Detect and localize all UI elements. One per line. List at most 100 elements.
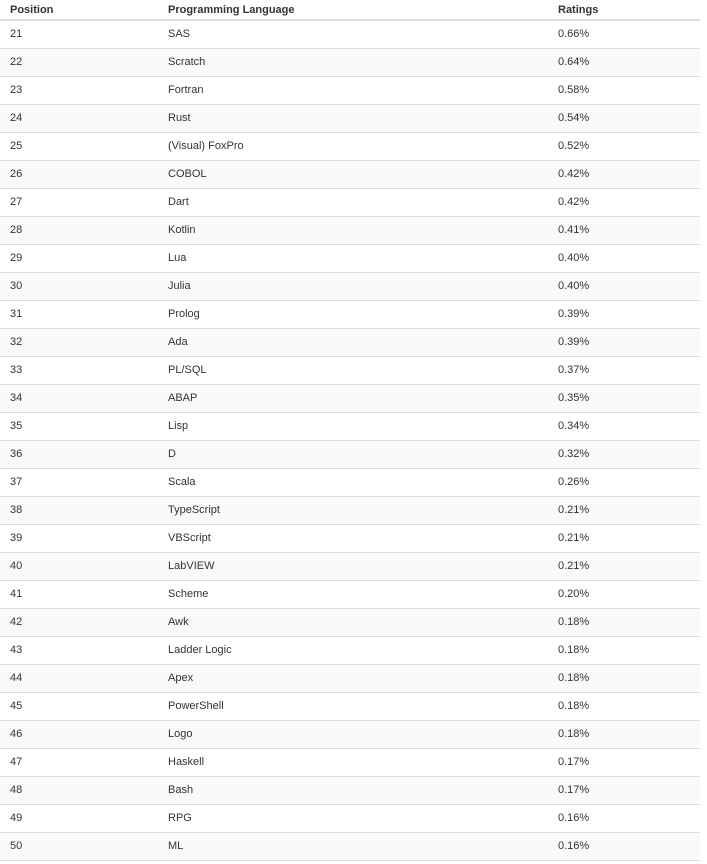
cell-rating: 0.35% [548, 384, 700, 413]
table-row: 25 (Visual) FoxPro 0.52% [0, 132, 700, 161]
table-row: 30 Julia 0.40% [0, 272, 700, 301]
cell-rating: 0.21% [548, 496, 700, 525]
table-row: 37 Scala 0.26% [0, 468, 700, 497]
cell-rating: 0.16% [548, 804, 700, 833]
cell-position: 33 [0, 356, 158, 385]
cell-position: 42 [0, 608, 158, 637]
cell-language: Scala [158, 468, 548, 497]
table-row: 40 LabVIEW 0.21% [0, 552, 700, 581]
cell-language: VBScript [158, 524, 548, 553]
table-row: 49 RPG 0.16% [0, 804, 700, 833]
table-row: 35 Lisp 0.34% [0, 412, 700, 441]
table-row: 31 Prolog 0.39% [0, 300, 700, 329]
cell-language: Julia [158, 272, 548, 301]
table-row: 48 Bash 0.17% [0, 776, 700, 805]
cell-language: COBOL [158, 160, 548, 189]
cell-position: 36 [0, 440, 158, 469]
cell-rating: 0.39% [548, 328, 700, 357]
cell-language: LabVIEW [158, 552, 548, 581]
cell-position: 25 [0, 132, 158, 161]
table-row: 46 Logo 0.18% [0, 720, 700, 749]
cell-rating: 0.21% [548, 552, 700, 581]
cell-position: 34 [0, 384, 158, 413]
cell-position: 39 [0, 524, 158, 553]
header-language: Programming Language [158, 0, 548, 21]
table-row: 43 Ladder Logic 0.18% [0, 636, 700, 665]
cell-position: 45 [0, 692, 158, 721]
cell-rating: 0.41% [548, 216, 700, 245]
cell-rating: 0.58% [548, 76, 700, 105]
cell-language: Lisp [158, 412, 548, 441]
cell-position: 29 [0, 244, 158, 273]
table-row: 28 Kotlin 0.41% [0, 216, 700, 245]
table-row: 33 PL/SQL 0.37% [0, 356, 700, 385]
cell-language: Haskell [158, 748, 548, 777]
cell-language: Fortran [158, 76, 548, 105]
header-position: Position [0, 0, 158, 21]
cell-language: ML [158, 832, 548, 861]
cell-language: PL/SQL [158, 356, 548, 385]
cell-rating: 0.66% [548, 20, 700, 49]
cell-rating: 0.18% [548, 692, 700, 721]
cell-language: Awk [158, 608, 548, 637]
cell-position: 41 [0, 580, 158, 609]
cell-rating: 0.54% [548, 104, 700, 133]
cell-rating: 0.26% [548, 468, 700, 497]
cell-rating: 0.32% [548, 440, 700, 469]
cell-rating: 0.34% [548, 412, 700, 441]
cell-rating: 0.17% [548, 776, 700, 805]
cell-rating: 0.18% [548, 664, 700, 693]
table-row: 45 PowerShell 0.18% [0, 692, 700, 721]
cell-language: Scratch [158, 48, 548, 77]
cell-position: 37 [0, 468, 158, 497]
table-row: 23 Fortran 0.58% [0, 76, 700, 105]
cell-position: 22 [0, 48, 158, 77]
table-row: 44 Apex 0.18% [0, 664, 700, 693]
table-row: 36 D 0.32% [0, 440, 700, 469]
cell-position: 32 [0, 328, 158, 357]
cell-position: 44 [0, 664, 158, 693]
cell-position: 27 [0, 188, 158, 217]
cell-rating: 0.42% [548, 160, 700, 189]
cell-position: 23 [0, 76, 158, 105]
cell-rating: 0.21% [548, 524, 700, 553]
cell-language: Dart [158, 188, 548, 217]
table-row: 50 ML 0.16% [0, 832, 700, 861]
cell-language: Prolog [158, 300, 548, 329]
cell-rating: 0.16% [548, 832, 700, 861]
cell-position: 26 [0, 160, 158, 189]
cell-position: 48 [0, 776, 158, 805]
table-header-row: Position Programming Language Ratings [0, 0, 700, 21]
table-row: 32 Ada 0.39% [0, 328, 700, 357]
cell-language: (Visual) FoxPro [158, 132, 548, 161]
cell-position: 30 [0, 272, 158, 301]
table-row: 39 VBScript 0.21% [0, 524, 700, 553]
table-row: 27 Dart 0.42% [0, 188, 700, 217]
cell-position: 21 [0, 20, 158, 49]
table-row: 47 Haskell 0.17% [0, 748, 700, 777]
cell-position: 24 [0, 104, 158, 133]
cell-position: 47 [0, 748, 158, 777]
table-row: 22 Scratch 0.64% [0, 48, 700, 77]
table-row: 42 Awk 0.18% [0, 608, 700, 637]
cell-language: Logo [158, 720, 548, 749]
cell-language: TypeScript [158, 496, 548, 525]
cell-language: Apex [158, 664, 548, 693]
cell-language: D [158, 440, 548, 469]
cell-rating: 0.18% [548, 720, 700, 749]
table-row: 34 ABAP 0.35% [0, 384, 700, 413]
cell-rating: 0.20% [548, 580, 700, 609]
table-row: 38 TypeScript 0.21% [0, 496, 700, 525]
cell-rating: 0.42% [548, 188, 700, 217]
cell-position: 38 [0, 496, 158, 525]
table-row: 24 Rust 0.54% [0, 104, 700, 133]
cell-position: 49 [0, 804, 158, 833]
cell-rating: 0.39% [548, 300, 700, 329]
cell-rating: 0.64% [548, 48, 700, 77]
cell-position: 40 [0, 552, 158, 581]
cell-language: PowerShell [158, 692, 548, 721]
cell-position: 31 [0, 300, 158, 329]
cell-rating: 0.40% [548, 272, 700, 301]
cell-rating: 0.37% [548, 356, 700, 385]
